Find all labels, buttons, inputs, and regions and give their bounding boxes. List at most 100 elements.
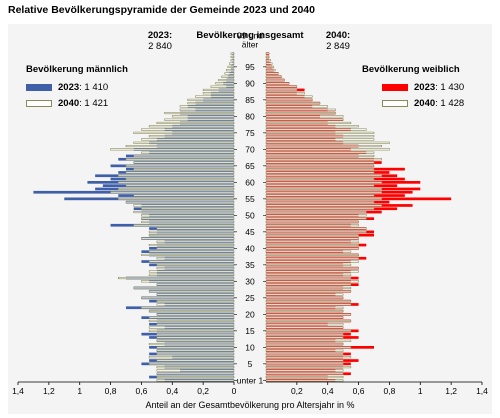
bar-female-2040 [265, 280, 359, 283]
age-label: 90 [245, 78, 255, 88]
x-tick-label: 1,2 [445, 386, 457, 396]
age-label: 80 [245, 111, 255, 121]
bar-male-2040 [141, 138, 235, 141]
bar-female-2040 [265, 227, 367, 230]
bar-female-2040 [265, 65, 275, 68]
bar-female-2040 [265, 105, 329, 108]
bar-female-2040 [265, 366, 352, 369]
age-label: 45 [245, 227, 255, 237]
bar-female-2040 [265, 178, 375, 181]
bar-female-2040 [265, 75, 282, 78]
bar-male-2040 [133, 211, 235, 214]
bar-male-2040 [225, 69, 235, 72]
bar-male-2040 [148, 329, 235, 332]
bar-female-2040 [265, 118, 344, 121]
bar-female-2040 [265, 300, 352, 303]
bar-male-2040 [117, 197, 235, 200]
bar-male-2040 [125, 178, 235, 181]
bar-female-2040 [265, 55, 270, 59]
bar-male-2040 [202, 92, 235, 95]
total-2040-block: 2040: 2 849 [318, 30, 358, 52]
bar-female-2040 [265, 141, 390, 144]
x-tick-label: 1 [77, 386, 82, 396]
bar-female-2040 [265, 356, 352, 359]
bar-female-2040 [265, 201, 375, 204]
age-label: 65 [245, 161, 255, 171]
bar-female-2040 [265, 112, 336, 115]
bar-male-2040 [179, 108, 235, 111]
bar-male-2040 [148, 250, 235, 253]
bar-male-2040 [148, 273, 235, 276]
bar-female-2040 [265, 131, 375, 134]
bar-male-2040 [218, 79, 235, 82]
bar-female-2040 [265, 194, 375, 197]
bar-female-2040 [265, 303, 352, 306]
bar-female-2040 [265, 102, 321, 105]
bar-male-2040 [148, 356, 235, 359]
female-2040-year: 2040 [414, 98, 436, 109]
bar-male-2040 [156, 283, 235, 286]
bar-male-2040 [164, 118, 235, 121]
bar-male-2040 [110, 148, 235, 151]
x-tick-label: 0,4 [166, 386, 178, 396]
bar-male-2040 [187, 98, 235, 101]
bar-male-2040 [156, 349, 235, 352]
bar-male-2040 [156, 336, 235, 339]
male-2040-total: 1 421 [84, 98, 109, 109]
bar-female-2040 [265, 214, 367, 217]
bar-female-2040 [265, 339, 352, 342]
bar-male-2040 [156, 375, 235, 379]
chart-title: Relative Bevölkerungspyramide der Gemein… [8, 4, 315, 16]
bar-female-2040 [265, 267, 359, 270]
bar-female-2040 [265, 125, 359, 128]
x-tick-label: 1 [418, 386, 423, 396]
bar-male-2040 [156, 267, 235, 270]
bar-female-2040 [265, 359, 344, 362]
bar-female-2040 [265, 329, 352, 332]
bar-male-2040 [148, 326, 235, 329]
x-tick-label: 1,2 [43, 386, 55, 396]
bar-male-2040 [133, 168, 235, 171]
bar-male-2040 [156, 372, 235, 375]
bar-female-2040 [265, 191, 383, 194]
bar-male-2040 [148, 234, 235, 237]
bar-female-2040 [265, 286, 352, 290]
total-2023-block: 2023: 2 840 [140, 30, 180, 52]
bar-male-2040 [148, 260, 235, 263]
bar-male-2040 [202, 88, 235, 91]
age-label: 25 [245, 293, 255, 303]
bar-female-2040 [265, 247, 359, 250]
bar-female-2040 [265, 135, 375, 138]
female-2023-year: 2023 [414, 82, 436, 93]
bar-male-2040 [125, 201, 235, 204]
bar-male-2040 [156, 333, 235, 336]
age-label: 75 [245, 128, 255, 138]
bar-female-2040 [265, 250, 352, 253]
bar-male-2040 [156, 379, 235, 382]
age-label: 60 [245, 177, 255, 187]
age-label: unter 1 [237, 375, 264, 385]
bar-female-2040 [265, 323, 344, 326]
bar-male-2040 [156, 121, 235, 124]
male-2040-year: 2040 [58, 98, 80, 109]
bar-female-2040 [265, 108, 336, 111]
total-2040-value: 2 849 [326, 41, 350, 52]
bar-male-2040 [187, 102, 235, 105]
bar-male-2040 [141, 217, 235, 220]
bar-male-2040 [148, 342, 235, 346]
x-tick-label: 0,4 [322, 386, 334, 396]
bar-female-2040 [265, 207, 375, 210]
bar-male-2040 [148, 135, 235, 138]
bar-male-2040 [156, 346, 235, 349]
bar-female-2040 [265, 181, 383, 184]
bar-male-2040 [133, 141, 235, 144]
bar-male-2040 [156, 263, 235, 266]
bar-female-2040 [265, 326, 344, 329]
bar-female-2040 [265, 224, 359, 227]
bar-female-2040 [265, 158, 383, 161]
bar-female-2040 [265, 290, 352, 293]
bar-male-2040 [125, 158, 235, 161]
legend-male-2040: 2040: 1 421 [26, 98, 108, 109]
bar-male-2040 [148, 230, 235, 233]
bar-female-2040 [265, 62, 273, 65]
